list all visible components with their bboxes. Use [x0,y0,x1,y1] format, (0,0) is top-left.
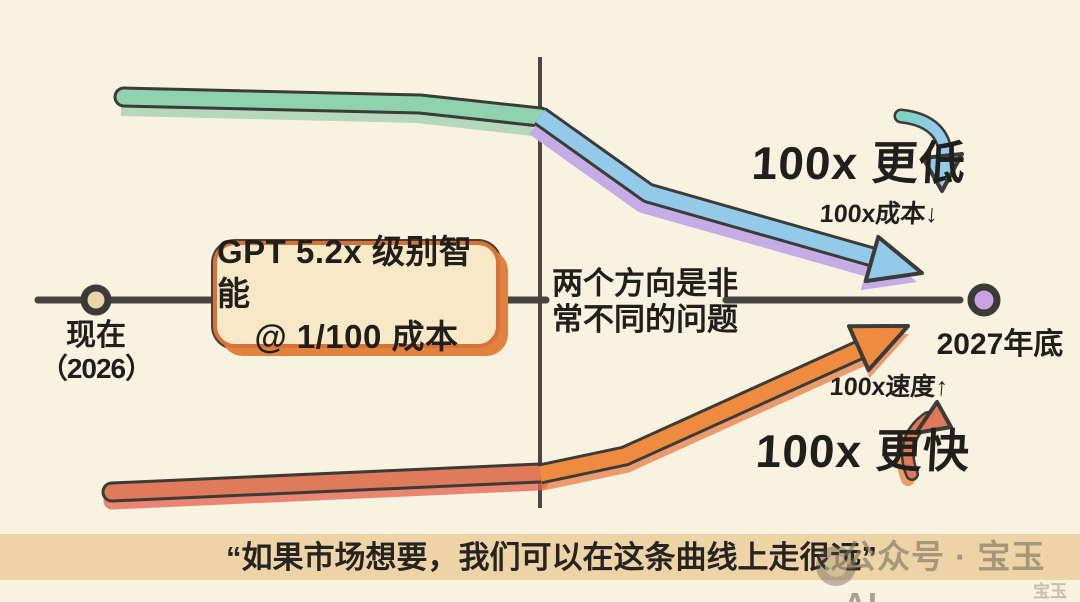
timeline-start-dot [80,284,112,316]
cost-annotation: 100x成本↓ [818,200,939,228]
center-callout-box: GPT 5.2x 级别智能 @ 1/100 成本 [213,233,500,355]
timeline-end-dot [967,283,1001,317]
curved-up-arrow-icon [896,400,953,486]
quote-banner [0,534,1080,580]
watermark-logo-icon [816,546,856,586]
quote-text: “如果市场想要，我们可以在这条曲线上走很远” [226,540,877,575]
cost-headline: 100x 更低 [750,137,968,189]
salmon-speed-band [101,462,551,510]
divider-note-line2: 常不同的问题 [552,302,738,338]
curved-down-arrow-icon [893,108,964,193]
orange-speed-arrow [537,324,910,491]
speed-annotation: 100x速度↑ [828,373,949,401]
timeline-start-label: 现在 （2026） [34,321,158,383]
callout-line1: GPT 5.2x 级别智能 [217,233,473,313]
teal-cost-band [113,86,551,136]
timeline-end-label: 2027年底 [936,328,1064,361]
divider-note: 两个方向是非 常不同的问题 [552,266,738,339]
speed-headline: 100x 更快 [754,425,972,477]
timeline-start-title: 现在 [66,319,126,352]
callout-line2: @ 1/100 成本 [254,317,459,355]
divider-note-line1: 两个方向是非 [552,266,738,301]
watermark-label: 公众号 · 宝玉AI [843,538,1046,602]
timeline-start-year: （2026） [39,353,153,384]
watermark-corner-label: 宝玉 [1033,582,1067,601]
blue-cost-arrow [529,107,924,291]
